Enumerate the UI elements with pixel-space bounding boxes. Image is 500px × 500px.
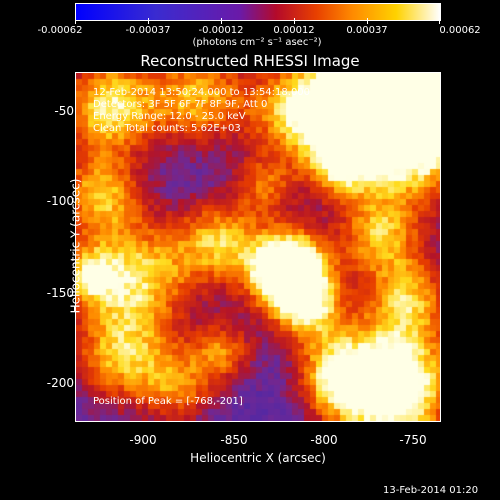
total-counts: Clean Total counts: 5.62E+03 (93, 123, 241, 134)
peak-position: Position of Peak = [-768,-201] (93, 396, 243, 407)
y-tick-label: -200 (46, 376, 74, 390)
colorbar-tick-label: -0.00037 (125, 25, 171, 36)
rhessi-image (75, 72, 441, 422)
colorbar-tick-label: 0.00062 (439, 25, 481, 36)
x-tick-label: -800 (310, 433, 338, 447)
colorbar-tick (75, 18, 76, 24)
colorbar-tick-label: -0.00062 (37, 25, 83, 36)
colorbar-tick (221, 18, 222, 24)
energy-range: Energy Range: 12.0 - 25.0 keV (93, 111, 246, 122)
colorbar-tick (439, 18, 440, 24)
colorbar-tick (148, 18, 149, 24)
x-tick-label: -750 (399, 433, 427, 447)
heatmap-canvas (76, 73, 440, 421)
time-range: 12-Feb-2014 13:50:24.000 to 13:54:18.000 (93, 87, 311, 98)
y-axis-label: Heliocentric Y (arcsec) (68, 178, 83, 314)
x-axis-label: Heliocentric X (arcsec) (190, 451, 326, 465)
y-tick-label: -150 (46, 286, 74, 300)
x-tick-label: -850 (220, 433, 248, 447)
colorbar-tick (367, 18, 368, 24)
colorbar-unit: (photons cm⁻² s⁻¹ asec⁻²) (192, 37, 322, 48)
image-title: Reconstructed RHESSI Image (140, 52, 360, 70)
colorbar-tick-label: 0.00037 (346, 25, 388, 36)
timestamp: 13-Feb-2014 01:20 (383, 485, 479, 496)
colorbar (75, 3, 441, 21)
detectors: Detectors: 3F 5F 6F 7F 8F 9F, Att 0 (93, 99, 268, 110)
y-tick-label: -100 (46, 194, 74, 208)
colorbar-tick-label: 0.00012 (273, 25, 315, 36)
colorbar-tick-label: -0.00012 (198, 25, 244, 36)
y-tick-label: -50 (54, 104, 74, 118)
colorbar-tick (294, 18, 295, 24)
x-tick-label: -900 (129, 433, 157, 447)
